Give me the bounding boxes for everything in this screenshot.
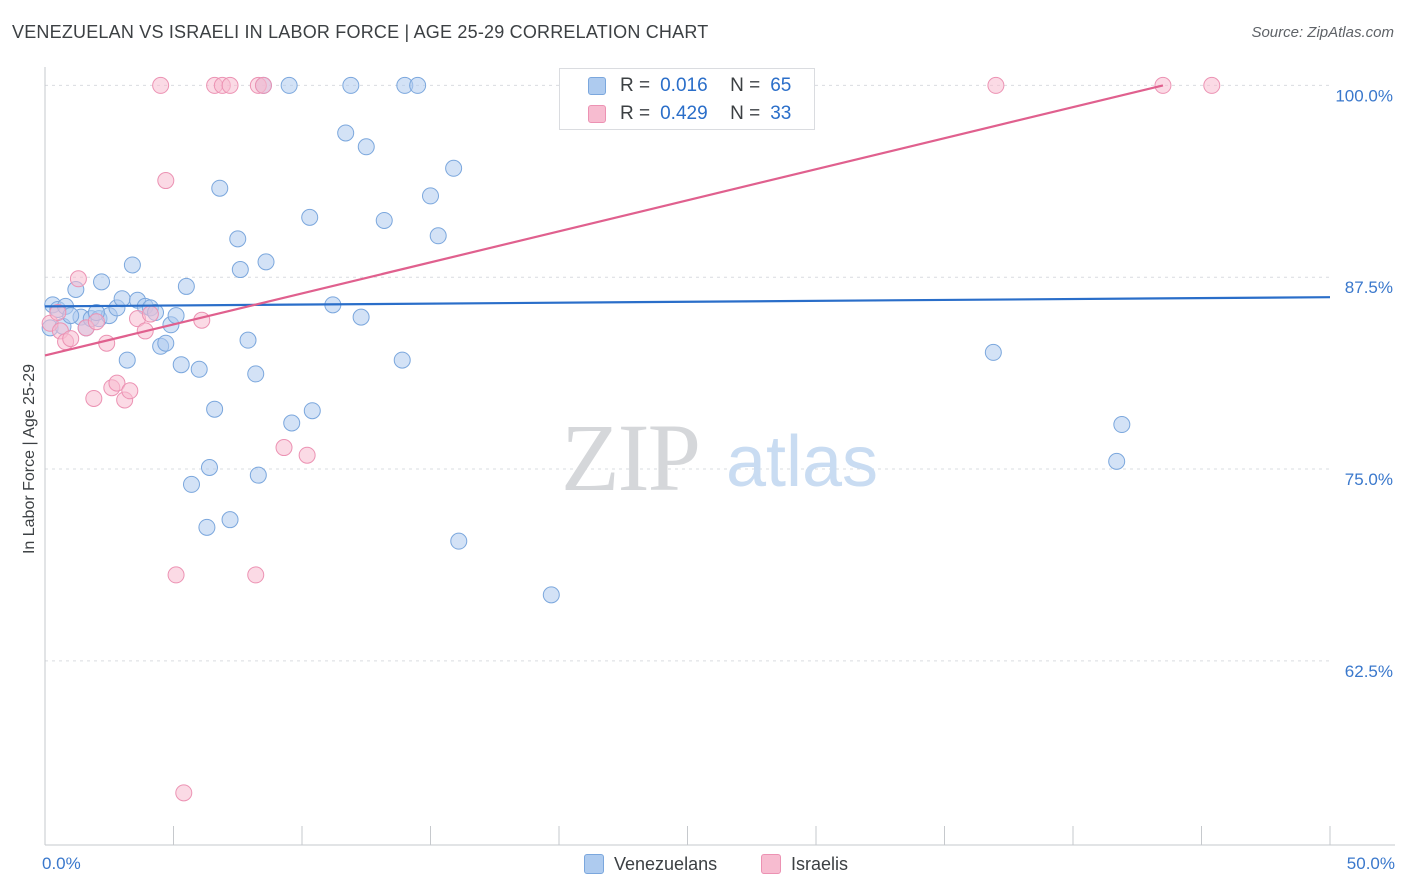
y-tick-label: 62.5% — [1345, 662, 1393, 681]
venezuelan-point — [167, 307, 185, 325]
israeli-point — [157, 172, 175, 190]
israeli-point — [121, 382, 139, 400]
venezuelans-legend-label: Venezuelans — [614, 853, 718, 874]
axes — [44, 67, 1395, 846]
venezuelan-point — [337, 124, 355, 142]
israeli-point — [298, 446, 316, 464]
venezuelan-point — [229, 230, 247, 248]
venezuelans-n-label: N = — [730, 75, 761, 96]
venezuelan-point — [123, 256, 141, 274]
trend-lines — [44, 84, 1331, 357]
israeli-point — [221, 76, 239, 94]
venezuelan-point — [375, 211, 393, 229]
watermark-atlas: atlas — [726, 422, 878, 502]
israeli-point — [85, 389, 103, 407]
venezuelan-point — [542, 586, 560, 604]
venezuelan-point — [257, 253, 275, 271]
israeli-point — [987, 76, 1005, 94]
venezuelan-point — [429, 227, 447, 245]
venezuelans-r-value: 0.016 — [660, 75, 708, 96]
venezuelan-point — [231, 261, 249, 279]
israelis-legend-label: Israelis — [791, 853, 849, 874]
venezuelans-n-value: 65 — [770, 75, 792, 96]
venezuelan-point — [409, 76, 427, 94]
venezuelan-point — [422, 187, 439, 205]
israelis-n-value: 33 — [770, 103, 792, 124]
chart-title: VENEZUELAN VS ISRAELI IN LABOR FORCE | A… — [12, 22, 709, 42]
israelis-n-label: N = — [730, 103, 761, 124]
venezuelan-point — [157, 334, 175, 352]
stats-legend: R = 0.016 N = 65 R = 0.429 N = 33 — [559, 68, 815, 130]
tick-labels: 100.0% 87.5% 75.0% 62.5% 0.0% 50.0% — [42, 86, 1395, 873]
israelis-legend-swatch — [761, 854, 781, 874]
gridlines — [45, 84, 1330, 662]
source-label: Source: ZipAtlas.com — [1251, 24, 1394, 41]
venezuelan-point — [280, 76, 298, 94]
legend-item-israelis: Israelis — [761, 851, 848, 877]
x-tick-label: 50.0% — [1347, 854, 1395, 873]
venezuelan-point — [211, 179, 229, 197]
israeli-point — [62, 330, 80, 348]
venezuelan-point — [357, 138, 375, 156]
venezuelan-point — [239, 331, 257, 349]
venezuelan-point — [200, 459, 218, 477]
venezuelan-point — [182, 475, 200, 493]
venezuelan-point — [249, 466, 267, 484]
venezuelan-point — [247, 365, 265, 383]
israeli-point — [98, 334, 116, 352]
watermark: ZIP atlas — [561, 404, 878, 511]
israeli-point — [108, 374, 126, 392]
israeli-point — [247, 566, 265, 584]
venezuelan-point — [984, 343, 1002, 361]
israeli-point — [87, 313, 105, 331]
watermark-zip: ZIP — [561, 404, 699, 511]
israeli-point — [167, 566, 185, 584]
israeli-point — [193, 311, 211, 329]
venezuelan-point — [450, 532, 468, 550]
israelis-r-value: 0.429 — [660, 103, 708, 124]
venezuelan-point — [303, 402, 321, 420]
venezuelan-point — [177, 277, 195, 295]
venezuelan-point — [221, 511, 239, 529]
venezuelan-point — [283, 414, 301, 432]
israeli-point — [69, 270, 87, 288]
israeli-point — [49, 304, 67, 322]
venezuelans-swatch — [588, 77, 606, 95]
legend-item-venezuelans: Venezuelans — [584, 851, 717, 877]
venezuelan-point — [206, 400, 224, 418]
israelis-swatch — [588, 105, 606, 123]
x-tick-label: 0.0% — [42, 854, 81, 873]
venezuelan-point — [118, 351, 136, 369]
legend-row-israelis: R = 0.429 N = 33 — [560, 99, 791, 129]
venezuelan-point — [301, 208, 319, 226]
israeli-point — [275, 439, 293, 457]
venezuelan-point — [342, 76, 360, 94]
venezuelan-point — [1108, 452, 1126, 470]
venezuelans-r-label: R = — [620, 75, 651, 96]
y-tick-label: 100.0% — [1335, 86, 1393, 105]
israeli-point — [1203, 76, 1221, 94]
venezuelan-point — [190, 360, 208, 378]
israelis-r-label: R = — [620, 103, 651, 124]
venezuelan-point — [198, 518, 216, 536]
venezuelans-trend-line — [44, 296, 1331, 308]
y-tick-label: 75.0% — [1345, 470, 1393, 489]
venezuelan-point — [352, 308, 370, 326]
venezuelans-legend-swatch — [584, 854, 604, 874]
israeli-point — [175, 784, 193, 802]
venezuelan-point — [393, 351, 411, 369]
venezuelan-point — [445, 159, 463, 177]
israeli-point — [254, 76, 272, 94]
israeli-point — [152, 76, 170, 94]
y-tick-label: 87.5% — [1345, 278, 1393, 297]
israelis-trend-line — [44, 84, 1164, 357]
venezuelan-point — [172, 356, 190, 374]
venezuelan-point — [93, 273, 111, 291]
venezuelan-point — [113, 290, 131, 308]
venezuelan-point — [1113, 416, 1131, 434]
legend-row-venezuelans: R = 0.016 N = 65 — [560, 71, 791, 101]
israeli-point — [141, 305, 159, 323]
